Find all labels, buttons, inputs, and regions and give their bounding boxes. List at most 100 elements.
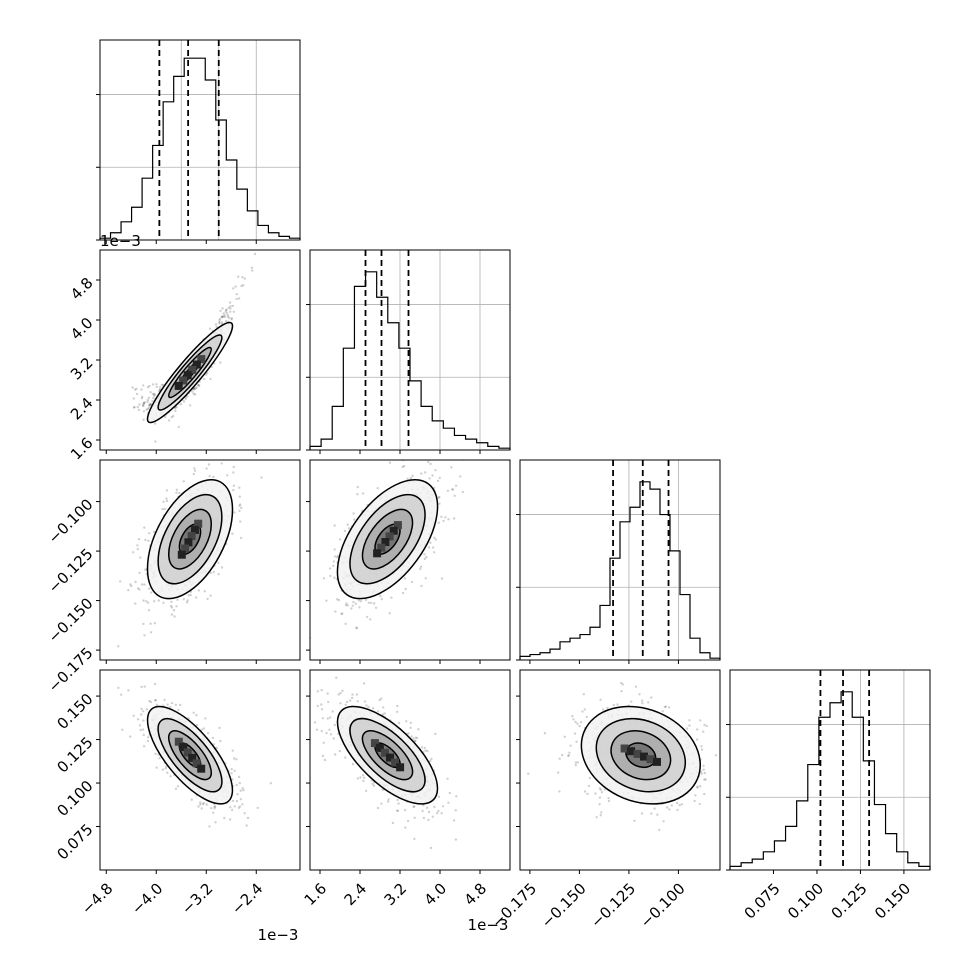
scatter-point [338,538,342,541]
scatter-point [143,634,146,637]
scatter-point [678,804,681,807]
scatter-point [146,398,149,402]
scatter-point [334,753,337,756]
scatter-point [454,484,458,487]
scatter-point [202,727,205,730]
xtick-label-p0-1: −4.0 [128,880,166,918]
scatter-point [699,785,702,788]
scatter-point [370,601,373,605]
scatter-point [316,704,319,708]
scatter-point [380,598,383,601]
panel-frame-3-1 [309,669,511,871]
scatter-point [219,739,222,743]
scatter-point [380,802,383,805]
scatter-point [420,584,423,588]
scatter-point [193,467,196,470]
scatter-point [226,420,228,422]
scatter-point [136,548,139,551]
scatter-point [381,788,384,791]
scatter-point [204,717,207,720]
scatter-point [206,597,209,601]
scatter-point [346,523,349,526]
scatter-point [598,803,601,806]
scatter-point [332,564,335,568]
scatter-point [606,706,609,710]
scatter-point [192,711,195,714]
scatter-point [568,751,571,754]
scatter-point [142,410,146,413]
scatter-point [232,465,235,469]
scatter-point [231,749,234,752]
scatter-point [131,386,134,389]
scatter-point [238,781,241,785]
scatter-point [193,469,197,472]
scatter-point [147,406,151,410]
density-core-block [620,744,629,753]
scatter-point [200,807,203,810]
scatter-point [585,715,588,719]
scatter-point [703,792,706,796]
scatter-point [231,799,235,803]
density-core-block [377,543,386,552]
scatter-point [438,496,441,499]
scatter-point [170,701,174,705]
ytick-label-p1-1: 2.4 [67,394,97,424]
scatter-point [339,691,342,695]
density-core-block [391,758,400,767]
scatter-point [437,809,440,813]
scatter-point [699,719,702,722]
scatter-point [142,710,145,713]
density-core-block [183,748,192,757]
scatter-point [413,837,416,841]
scatter-point [396,704,399,708]
scatter-point [213,805,216,808]
scatter-point [587,784,591,788]
scatter-point [395,809,399,812]
scatter-point [325,599,328,602]
scatter-point [238,504,241,507]
scatter-point [373,602,376,605]
scatter-point [142,733,145,737]
scatter-point [196,383,200,387]
scatter-point [341,689,344,692]
scatter-point [696,728,699,731]
scatter-point [140,713,143,716]
density-core-block [373,549,382,558]
scatter-point [219,309,222,313]
scatter-point [578,724,581,728]
scatter-point [241,276,244,279]
scatter-point [527,772,530,775]
scatter-point [230,317,234,320]
scatter-point [321,717,325,720]
scatter-point [153,393,156,396]
scatter-point [132,714,135,717]
scatter-point [732,755,734,757]
scatter-point [142,401,146,404]
scatter-point [446,489,450,492]
scatter-point [162,500,165,503]
scatter-point [558,790,561,793]
panel-frame-1-0 [99,249,301,451]
scatter-point [404,826,407,829]
xtick-label-p1-4: 4.8 [461,880,491,910]
scatter-point [142,404,145,407]
scatter-point [153,600,156,603]
y-offset-label-0: 1e−3 [100,232,141,250]
scatter-point [421,809,424,813]
xtick-label-p1-3: 4.0 [421,880,451,910]
scatter-point [403,577,407,580]
scatter-point [165,499,169,503]
scatter-point [313,721,317,724]
scatter-point [680,803,684,806]
scatter-point [225,312,229,315]
scatter-point [343,529,347,533]
scatter-point [420,746,424,749]
scatter-point [388,612,391,615]
panel-frame-2-1 [309,459,511,661]
scatter-point [598,787,602,790]
scatter-point [269,782,272,785]
density-core-block [385,532,394,541]
scatter-point [427,810,431,814]
scatter-point [220,316,224,319]
scatter-point [595,816,598,819]
